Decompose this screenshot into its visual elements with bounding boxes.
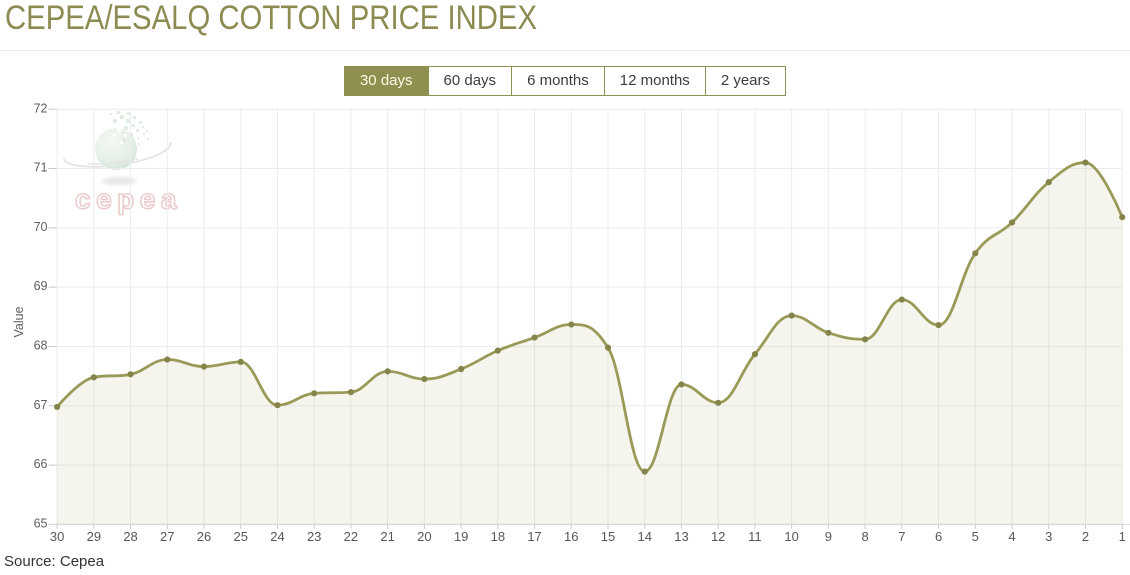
svg-text:22: 22 <box>344 529 358 544</box>
svg-text:65: 65 <box>34 517 48 531</box>
svg-text:24: 24 <box>270 529 284 544</box>
svg-text:7: 7 <box>898 529 905 544</box>
svg-text:20: 20 <box>417 529 431 544</box>
svg-text:Value: Value <box>12 306 26 337</box>
svg-text:1: 1 <box>1119 529 1126 544</box>
svg-text:4: 4 <box>1008 529 1015 544</box>
svg-text:cepea: cepea <box>75 184 182 215</box>
svg-text:5: 5 <box>972 529 979 544</box>
svg-text:67: 67 <box>34 398 48 412</box>
svg-text:70: 70 <box>34 220 48 234</box>
svg-text:18: 18 <box>491 529 505 544</box>
svg-text:13: 13 <box>674 529 688 544</box>
svg-text:16: 16 <box>564 529 578 544</box>
svg-text:3: 3 <box>1045 529 1052 544</box>
svg-text:27: 27 <box>160 529 174 544</box>
svg-text:17: 17 <box>527 529 541 544</box>
svg-text:28: 28 <box>123 529 137 544</box>
svg-text:10: 10 <box>784 529 798 544</box>
svg-text:29: 29 <box>87 529 101 544</box>
svg-text:14: 14 <box>638 529 652 544</box>
svg-text:71: 71 <box>34 161 48 175</box>
svg-text:12: 12 <box>711 529 725 544</box>
svg-text:68: 68 <box>34 339 48 353</box>
svg-text:66: 66 <box>34 457 48 471</box>
svg-text:9: 9 <box>825 529 832 544</box>
svg-text:21: 21 <box>380 529 394 544</box>
svg-text:23: 23 <box>307 529 321 544</box>
svg-text:69: 69 <box>34 279 48 293</box>
svg-text:26: 26 <box>197 529 211 544</box>
svg-text:6: 6 <box>935 529 942 544</box>
svg-text:8: 8 <box>861 529 868 544</box>
svg-text:11: 11 <box>748 529 762 544</box>
svg-text:25: 25 <box>234 529 248 544</box>
svg-text:2: 2 <box>1082 529 1089 544</box>
svg-text:19: 19 <box>454 529 468 544</box>
svg-text:72: 72 <box>34 101 48 115</box>
svg-text:30: 30 <box>50 529 64 544</box>
svg-text:15: 15 <box>601 529 615 544</box>
